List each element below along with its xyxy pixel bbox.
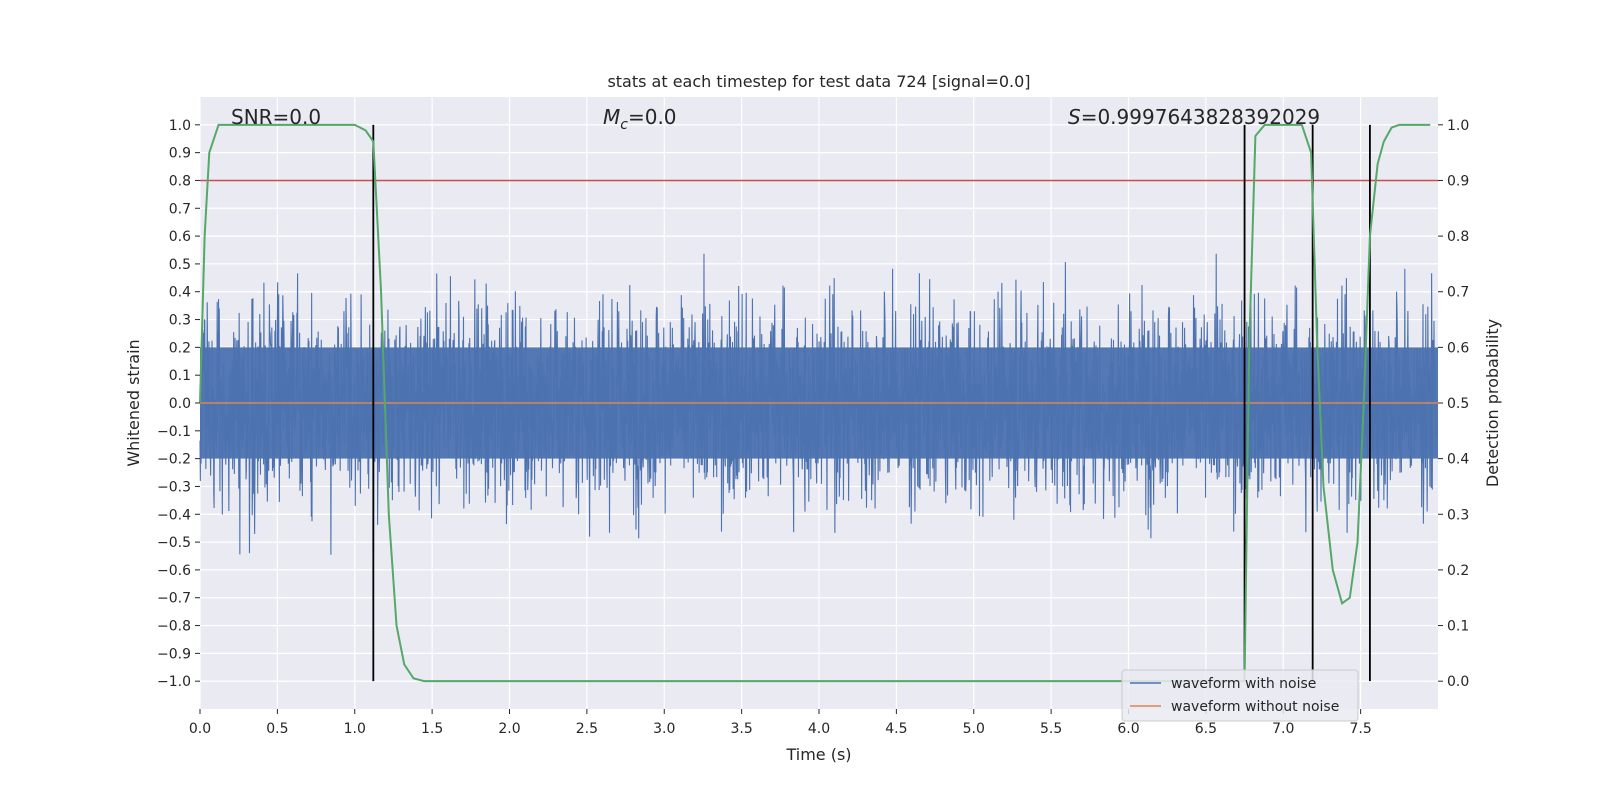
y-tick-label: 0.3 — [169, 313, 191, 329]
y2-tick-label: 1.0 — [1447, 118, 1469, 134]
x-tick-label: 4.5 — [885, 721, 907, 737]
y2-tick-label: 0.8 — [1447, 229, 1469, 245]
s-symbol: S — [1068, 105, 1081, 129]
y2-tick-label: 0.7 — [1447, 285, 1469, 301]
y-tick-label: −0.3 — [157, 479, 191, 495]
s-annotation: S=0.9997643828392029 — [1068, 105, 1320, 129]
x-tick-label: 1.0 — [344, 721, 366, 737]
x-tick-label: 4.0 — [808, 721, 830, 737]
x-tick-label: 5.0 — [963, 721, 985, 737]
y-tick-label: 1.0 — [169, 118, 191, 134]
x-tick-label: 1.5 — [421, 721, 443, 737]
y-tick-label: 0.6 — [169, 229, 191, 245]
y2-axis-label: Detection probability — [1483, 319, 1502, 487]
legend-label-clean: waveform without noise — [1171, 699, 1339, 715]
mc-symbol: M — [603, 105, 620, 129]
y2-tick-label: 0.5 — [1447, 396, 1469, 412]
y-tick-label: 0.7 — [169, 201, 191, 217]
y2-tick-label: 0.2 — [1447, 563, 1469, 579]
y-tick-label: 0.4 — [169, 285, 191, 301]
mc-annotation: Mc=0.0 — [603, 105, 677, 133]
y-tick-label: −0.2 — [157, 452, 191, 468]
y-tick-label: 0.2 — [169, 340, 191, 356]
y2-tick-label: 0.0 — [1447, 674, 1469, 690]
legend: waveform with noise waveform without noi… — [1121, 669, 1359, 722]
x-tick-label: 2.5 — [576, 721, 598, 737]
y-axis-label: Whitened strain — [124, 339, 143, 466]
y2-tick-label: 0.9 — [1447, 173, 1469, 189]
legend-label-noise: waveform with noise — [1171, 676, 1316, 692]
x-tick-label: 5.5 — [1040, 721, 1062, 737]
x-tick-label: 3.5 — [730, 721, 752, 737]
y2-tick-label: 0.6 — [1447, 340, 1469, 356]
y-tick-label: −0.6 — [157, 563, 191, 579]
y-tick-label: 0.0 — [169, 396, 191, 412]
y-tick-label: 0.9 — [169, 146, 191, 162]
y-tick-label: −0.9 — [157, 646, 191, 662]
y2-tick-label: 0.3 — [1447, 507, 1469, 523]
x-tick-label: 6.0 — [1117, 721, 1139, 737]
x-tick-label: 2.0 — [498, 721, 520, 737]
x-axis-label: Time (s) — [785, 745, 851, 764]
y2-axis-ticks: 0.0 0.1 0.2 0.3 0.4 0.5 0.6 0.7 0.8 0.9 1.0 — [1438, 118, 1469, 690]
x-tick-label: 0.5 — [266, 721, 288, 737]
y-tick-label: −0.5 — [157, 535, 191, 551]
y-axis-ticks: −1.0 −0.9 −0.8 −0.7 −0.6 −0.5 −0.4 −0.3 −0.2 −0.1… — [157, 118, 200, 690]
chart-title: stats at each timestep for test data 724… — [607, 72, 1030, 91]
mc-value: =0.0 — [628, 105, 677, 129]
y2-tick-label: 0.4 — [1447, 452, 1469, 468]
s-value: =0.9997643828392029 — [1081, 105, 1320, 129]
y-tick-label: −0.4 — [157, 507, 191, 523]
legend-box — [1121, 669, 1359, 722]
x-tick-label: 7.5 — [1349, 721, 1371, 737]
snr-annotation: SNR=0.0 — [231, 105, 321, 129]
x-axis-ticks: 0.0 0.5 1.0 1.5 2.0 2.5 3.0 3.5 4.0 4.5 5.0 5.5 6.0 6… — [189, 709, 1372, 737]
mc-subscript: c — [620, 117, 628, 133]
x-tick-label: 6.5 — [1195, 721, 1217, 737]
y-tick-label: −1.0 — [157, 674, 191, 690]
y-tick-label: −0.7 — [157, 591, 191, 607]
y-tick-label: −0.8 — [157, 619, 191, 635]
x-tick-label: 7.0 — [1272, 721, 1294, 737]
x-tick-label: 0.0 — [189, 721, 211, 737]
y-tick-label: 0.1 — [169, 368, 191, 384]
y-tick-label: 0.5 — [169, 257, 191, 273]
x-tick-label: 3.0 — [653, 721, 675, 737]
y-tick-label: −0.1 — [157, 424, 191, 440]
y2-tick-label: 0.1 — [1447, 619, 1469, 635]
y-tick-label: 0.8 — [169, 173, 191, 189]
